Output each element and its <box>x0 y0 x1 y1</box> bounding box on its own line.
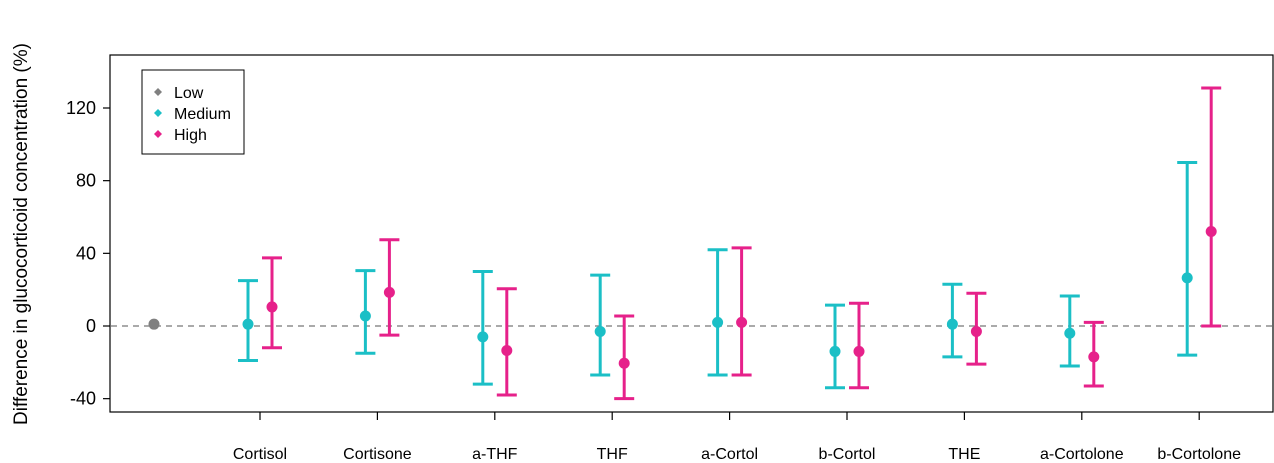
y-tick-label: 0 <box>86 316 96 336</box>
y-axis-label: Difference in glucocorticoid concentrati… <box>11 43 32 425</box>
x-tick-label: THE <box>948 446 980 463</box>
medium-point <box>594 325 606 337</box>
high-point <box>266 301 278 313</box>
legend-marker-medium <box>154 109 162 117</box>
y-tick-label: 40 <box>76 243 96 263</box>
high-point <box>383 286 395 298</box>
legend-marker-low <box>154 88 162 96</box>
x-tick-label: Cortisone <box>343 446 412 463</box>
x-axis: Cortisol Cortisone a-THF THF a-Cortol b-Corto… <box>233 412 1241 463</box>
x-tick-label: THF <box>597 446 628 463</box>
y-tick-label: -40 <box>70 389 96 409</box>
medium-point <box>712 316 724 328</box>
plot-frame <box>109 54 1274 413</box>
medium-point <box>359 310 371 322</box>
high-point <box>970 325 982 337</box>
legend-label-low: Low <box>174 85 204 102</box>
medium-point <box>1181 272 1193 284</box>
y-axis: -40 0 40 80 120 <box>66 98 110 409</box>
x-tick-label: a-Cortol <box>701 446 758 463</box>
high-point <box>501 345 513 357</box>
x-tick-label: a-Cortolone <box>1040 446 1124 463</box>
medium-point <box>1064 327 1076 339</box>
legend: Low Medium High <box>141 69 245 155</box>
data-marks <box>148 86 1222 401</box>
legend-label-high: High <box>174 127 207 144</box>
legend-label-medium: Medium <box>174 106 231 123</box>
x-tick-label: Cortisol <box>233 446 287 463</box>
y-tick-label: 80 <box>76 171 96 191</box>
medium-point <box>477 331 489 343</box>
medium-point <box>946 318 958 330</box>
high-point <box>1088 351 1100 363</box>
medium-point <box>242 318 254 330</box>
legend-marker-high <box>154 130 162 138</box>
x-tick-label: b-Cortolone <box>1157 446 1241 463</box>
high-point <box>853 345 865 357</box>
y-tick-label: 120 <box>66 98 96 118</box>
medium-point <box>829 345 841 357</box>
high-point <box>618 357 630 369</box>
high-point <box>736 316 748 328</box>
x-tick-label: b-Cortol <box>819 446 876 463</box>
x-tick-label: a-THF <box>472 446 518 463</box>
high-point <box>1205 226 1217 238</box>
low-reference-point <box>148 318 160 330</box>
